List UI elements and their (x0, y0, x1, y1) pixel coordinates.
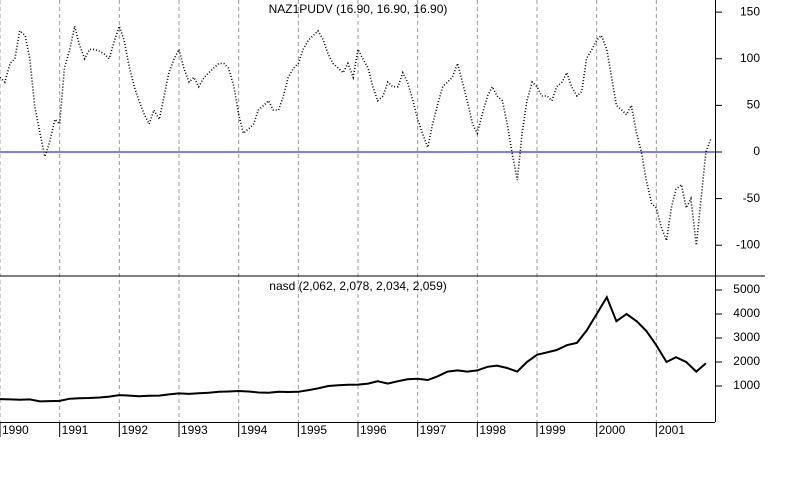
x-tick-label: 1998 (479, 423, 506, 437)
y-tick-label: 5000 (733, 282, 760, 296)
y-tick-label: 1000 (733, 378, 760, 392)
y-tick-label: 50 (747, 98, 761, 112)
x-tick-label: 2000 (599, 423, 626, 437)
x-tick-label: 1999 (539, 423, 566, 437)
y-tick-label: 3000 (733, 330, 760, 344)
bottom-title: nasd (2,062, 2,078, 2,034, 2,059) (269, 279, 446, 293)
series-line (0, 23, 712, 246)
x-tick-label: 1996 (360, 423, 387, 437)
x-tick-label: 1994 (241, 423, 268, 437)
x-tick-label: 1992 (121, 423, 148, 437)
x-tick-label: 1991 (62, 423, 89, 437)
x-tick-label: 1993 (181, 423, 208, 437)
y-tick-label: -50 (743, 191, 761, 205)
y-tick-label: 100 (740, 51, 760, 65)
x-tick-label: 1995 (300, 423, 327, 437)
series-line (0, 294, 707, 403)
y-tick-label: -100 (736, 237, 760, 251)
x-tick-label: 2001 (658, 423, 685, 437)
y-tick-label: 4000 (733, 306, 760, 320)
x-tick-label: 1997 (420, 423, 447, 437)
top-title: NAZ1PUDV (16.90, 16.90, 16.90) (269, 2, 448, 16)
y-tick-label: 150 (740, 4, 760, 18)
y-tick-label: 2000 (733, 354, 760, 368)
y-tick-label: 0 (753, 144, 760, 158)
x-tick-label: 1990 (2, 423, 29, 437)
